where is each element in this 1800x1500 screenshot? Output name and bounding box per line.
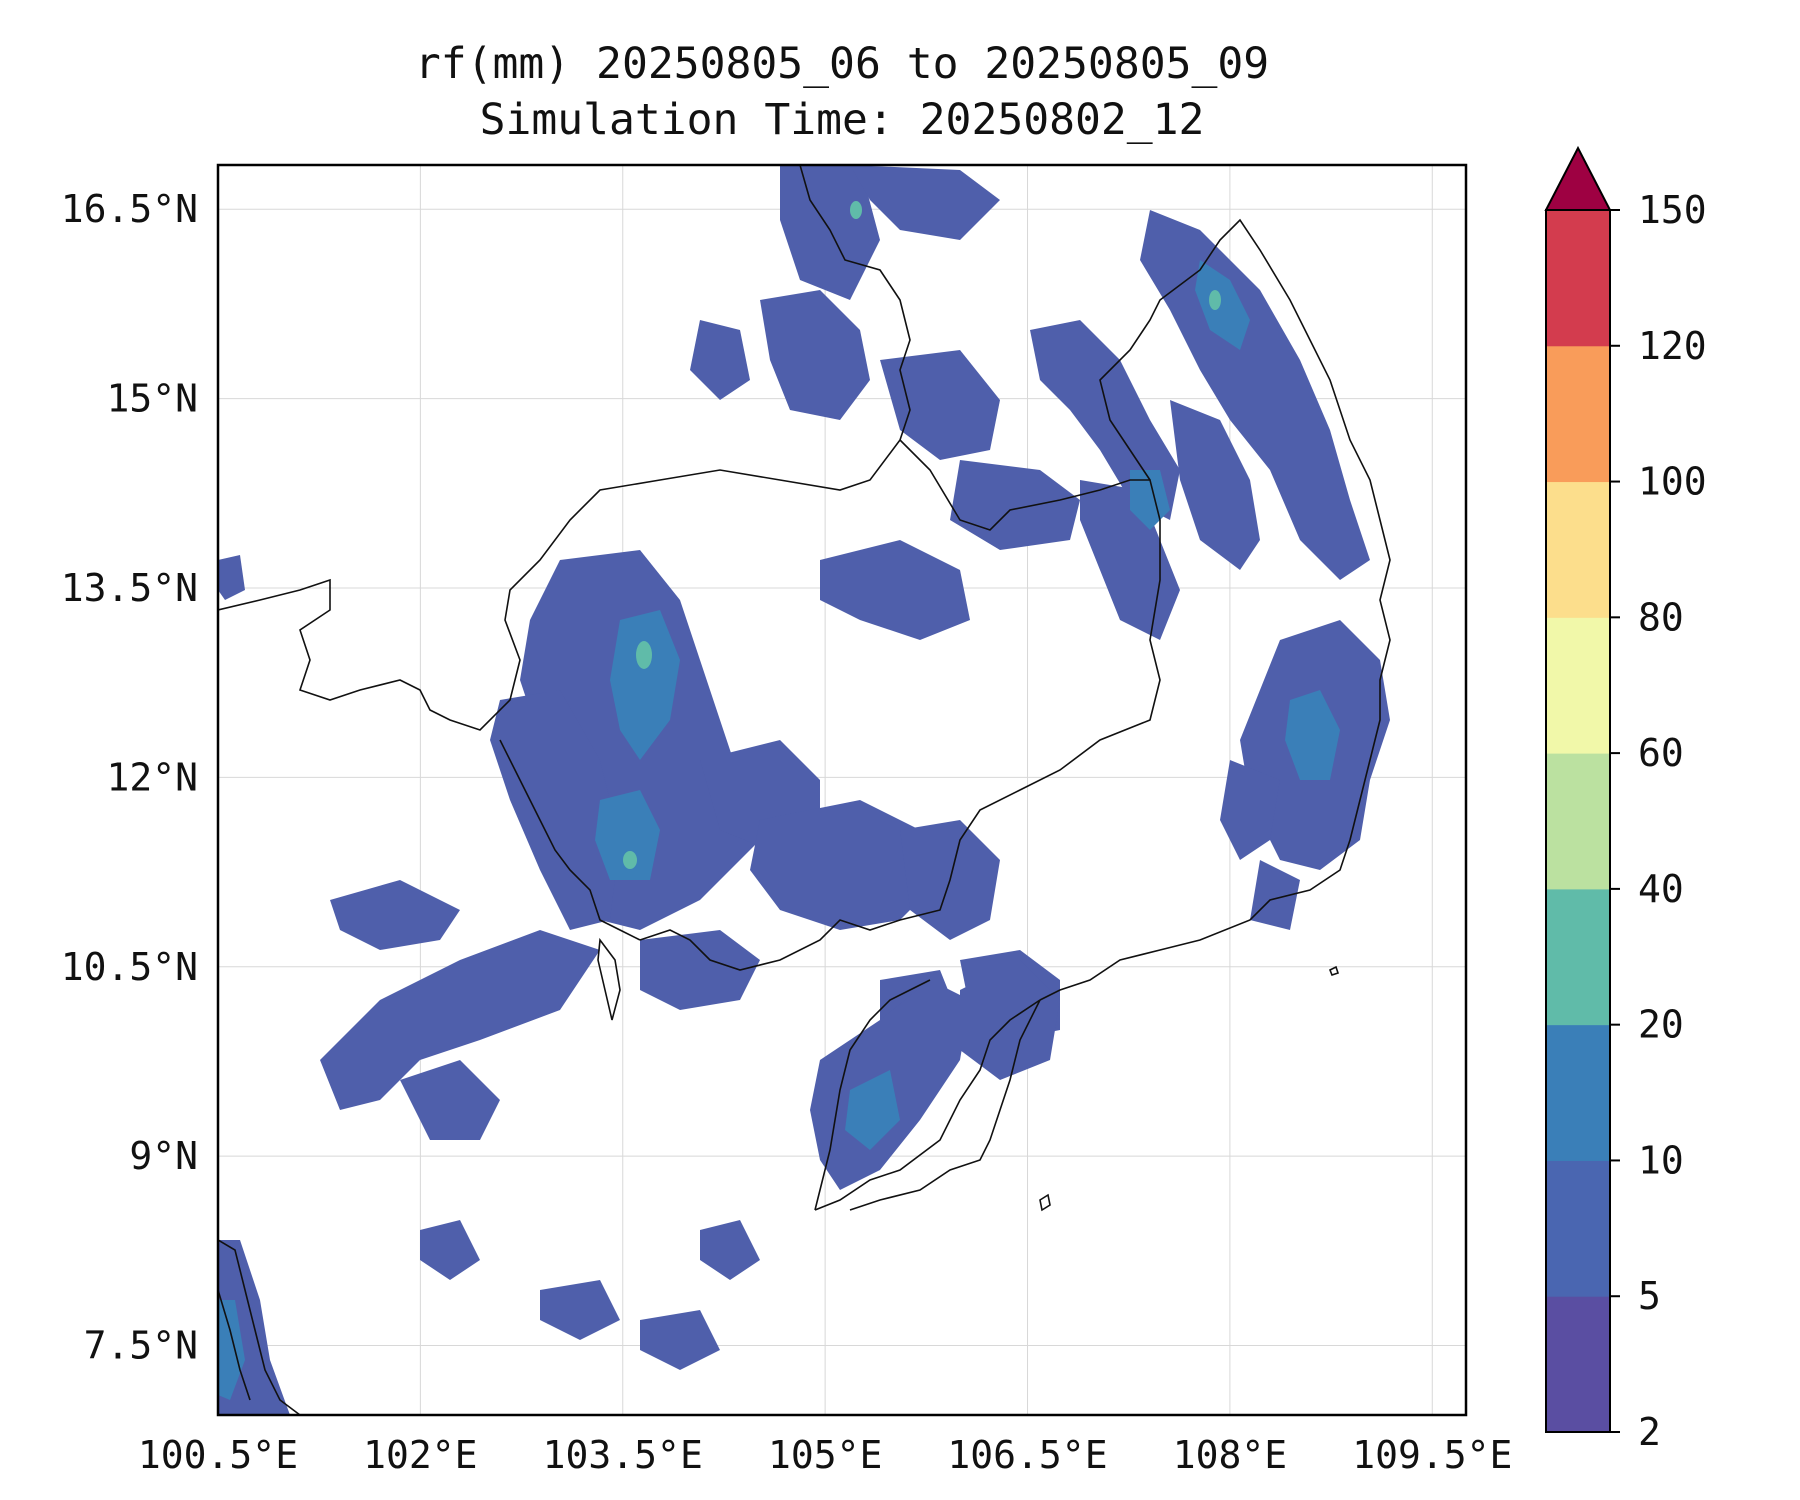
x-tick-label: 108°E: [1173, 1433, 1287, 1477]
colorbar-tick-label: 150: [1638, 188, 1707, 232]
colorbar-segment: [1546, 888, 1610, 1026]
x-tick-label: 102°E: [363, 1433, 477, 1477]
colorbar-segment: [1546, 617, 1610, 754]
colorbar-segment: [1546, 753, 1610, 890]
map-frame: [216, 163, 1468, 1417]
colorbar-tick-label: 80: [1638, 595, 1684, 639]
y-tick-label: 16.5°N: [61, 187, 198, 231]
colorbar-tick-label: 40: [1638, 867, 1684, 911]
map-title-line1: rf(mm) 20250805_06 to 20250805_09: [415, 39, 1269, 89]
colorbar-segment: [1546, 1024, 1610, 1161]
colorbar-segment: [1546, 481, 1610, 618]
colorbar-tick-label: 5: [1638, 1274, 1661, 1318]
x-tick-label: 103.5°E: [543, 1433, 703, 1477]
x-tick-label: 100.5°E: [138, 1433, 298, 1477]
colorbar-segment: [1546, 1296, 1610, 1433]
colorbar-tick-label: 60: [1638, 731, 1684, 775]
y-tick-label: 15°N: [106, 377, 198, 421]
x-tick-label: 109.5°E: [1352, 1433, 1512, 1477]
rain-core-10mm: [218, 260, 1340, 1400]
rain-core-20mm: [623, 201, 1221, 869]
colorbar: 2 5 10 20 40 60 80 100 120 150: [1544, 145, 1707, 1454]
y-tick-label: 12°N: [106, 755, 198, 799]
rain-band-north: [690, 165, 1370, 640]
map-panel: 100.5°E 102°E 103.5°E 105°E 106.5°E 108°E 109.…: [61, 163, 1512, 1477]
colorbar-frame: [1545, 209, 1611, 1433]
x-axis-ticks: 100.5°E 102°E 103.5°E 105°E 106.5°E 108°E 109.…: [138, 1433, 1512, 1477]
colorbar-segment: [1546, 1160, 1610, 1297]
coastlines-and-borders: [218, 165, 1391, 1415]
y-tick-label: 9°N: [129, 1134, 198, 1178]
colorbar-tick-label: 120: [1638, 324, 1707, 368]
colorbar-tick-label: 10: [1638, 1138, 1684, 1182]
colorbar-extend-arrow: [1544, 145, 1612, 211]
colorbar-tick-label: 2: [1638, 1410, 1661, 1454]
y-axis-ticks: 16.5°N 15°N 13.5°N 12°N 10.5°N 9°N 7.5°N: [61, 187, 198, 1367]
x-tick-label: 106.5°E: [947, 1433, 1107, 1477]
y-tick-label: 7.5°N: [84, 1324, 198, 1368]
colorbar-segment: [1546, 345, 1610, 483]
map-title-line2: Simulation Time: 20250802_12: [480, 95, 1205, 145]
y-tick-label: 10.5°N: [61, 945, 198, 989]
x-tick-label: 105°E: [768, 1433, 882, 1477]
colorbar-segment: [1546, 210, 1610, 347]
colorbar-tick-label: 20: [1638, 1003, 1684, 1047]
y-tick-label: 13.5°N: [61, 566, 198, 610]
colorbar-tick-label: 100: [1638, 460, 1707, 504]
